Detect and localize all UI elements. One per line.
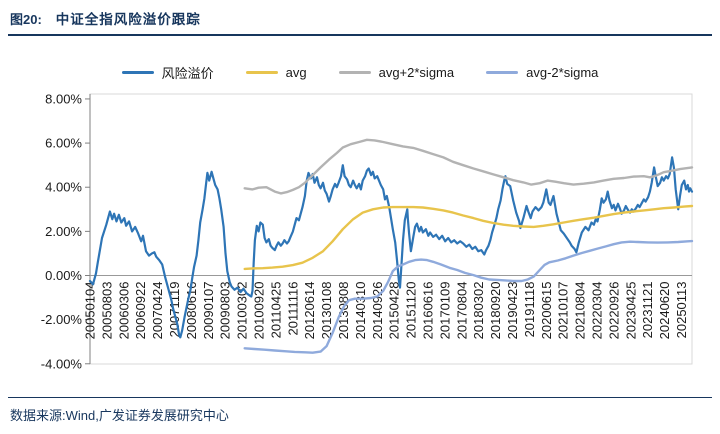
legend-label-risk-premium: 风险溢价 (161, 66, 214, 81)
x-axis-tick-label: 20191118 (522, 282, 537, 338)
legend-item-avg-plus-2sigma: avg+2*sigma (338, 65, 455, 80)
x-axis-tick-label: 20250113 (674, 282, 689, 339)
figure-number-label: 图20: (10, 12, 42, 27)
avg-minus-2sigma-line-swatch-icon (486, 70, 519, 75)
y-axis-tick-label: 6.00% (45, 136, 82, 151)
risk-premium-line-swatch-icon (121, 70, 154, 75)
x-axis-tick-label: 20130108 (319, 282, 334, 340)
x-axis-tick-label: 20130808 (336, 282, 351, 340)
x-axis-tick-label: 20060922 (133, 282, 148, 340)
x-axis-tick-label: 20140926 (370, 282, 385, 340)
y-axis-tick-label: 8.00% (45, 91, 82, 106)
x-axis-tick-label: 20230425 (623, 282, 638, 340)
series-avg (243, 204, 694, 271)
x-axis-tick-label: 20050104 (83, 282, 98, 340)
x-axis-tick-label: 20170804 (454, 282, 469, 340)
x-axis-tick-label: 20100920 (252, 282, 267, 340)
y-axis-tick-label: -2.00% (41, 312, 83, 327)
chart-legend: 风险溢价 avg avg+2*sigma avg-2*sigma (0, 63, 720, 82)
x-axis-tick-label: 20150428 (387, 282, 402, 340)
figure-title: 中证全指风险溢价跟踪 (55, 12, 201, 27)
x-axis-tick-label: 20180302 (471, 282, 486, 340)
y-axis-tick-label: 2.00% (45, 224, 82, 239)
x-axis-tick-label: 20110425 (268, 282, 283, 339)
x-axis-tick-label: 20060306 (116, 282, 131, 340)
x-axis-tick-label: 20140310 (353, 282, 368, 340)
x-axis-tick-label: 20170109 (437, 282, 452, 340)
x-axis-tick-label: 20220926 (606, 282, 621, 340)
source-text: 数据来源:Wind,广发证券发展研究中心 (10, 408, 229, 423)
series-risk-premium (88, 156, 694, 339)
legend-label-avg: avg (285, 65, 307, 80)
x-axis-tick-label: 20070424 (150, 282, 165, 340)
x-axis-tick-label: 20120614 (302, 282, 317, 340)
x-axis-tick-label: 20220304 (590, 282, 605, 340)
x-axis-tick-label: 20180920 (488, 282, 503, 340)
y-axis-tick-label: 0.00% (45, 268, 82, 283)
x-axis-tick-label: 20160616 (421, 282, 436, 340)
legend-item-risk-premium: 风险溢价 (121, 63, 214, 82)
figure-source-note: 数据来源:Wind,广发证券发展研究中心 (8, 397, 712, 425)
x-axis-tick-label: 20151120 (404, 282, 419, 339)
x-axis-tick-label: 20050803 (99, 282, 114, 340)
x-axis-tick-label: 20090107 (201, 282, 216, 340)
series-avg-minus-2sigma (243, 239, 694, 354)
figure-header: 图20: 中证全指风险溢价跟踪 (8, 0, 712, 36)
x-axis-labels: 20050104 20050803 20060306 20060922 20070424… (83, 282, 690, 340)
avg-plus-2sigma-line-swatch-icon (338, 70, 371, 75)
x-axis-tick-label: 20100302 (235, 282, 250, 340)
x-axis-tick-label: 20200615 (539, 282, 554, 340)
legend-item-avg: avg (245, 65, 307, 80)
legend-item-avg-minus-2sigma: avg-2*sigma (486, 65, 598, 80)
x-axis-tick-label: 20190423 (505, 282, 520, 340)
x-axis-tick-label: 20090803 (218, 282, 233, 340)
legend-label-avg-plus-2sigma: avg+2*sigma (378, 65, 455, 80)
x-axis-tick-label: 20210107 (556, 282, 571, 340)
x-axis-tick-label: 20080616 (184, 282, 199, 340)
y-axis: 8.00% 6.00% 4.00% 2.00% 0.00% -2.00% -4.00% (41, 91, 91, 371)
x-axis-tick-label: 20240620 (657, 282, 672, 340)
series-avg-plus-2sigma (243, 138, 694, 195)
avg-line-swatch-icon (245, 70, 278, 75)
x-axis-tick-label: 20210804 (573, 282, 588, 340)
x-axis-tick-label: 20231121 (640, 282, 655, 339)
y-axis-tick-label: 4.00% (45, 180, 82, 195)
legend-label-avg-minus-2sigma: avg-2*sigma (526, 65, 599, 80)
y-axis-tick-label: -4.00% (41, 356, 83, 371)
x-axis-tick-label: 20111116 (285, 282, 300, 336)
